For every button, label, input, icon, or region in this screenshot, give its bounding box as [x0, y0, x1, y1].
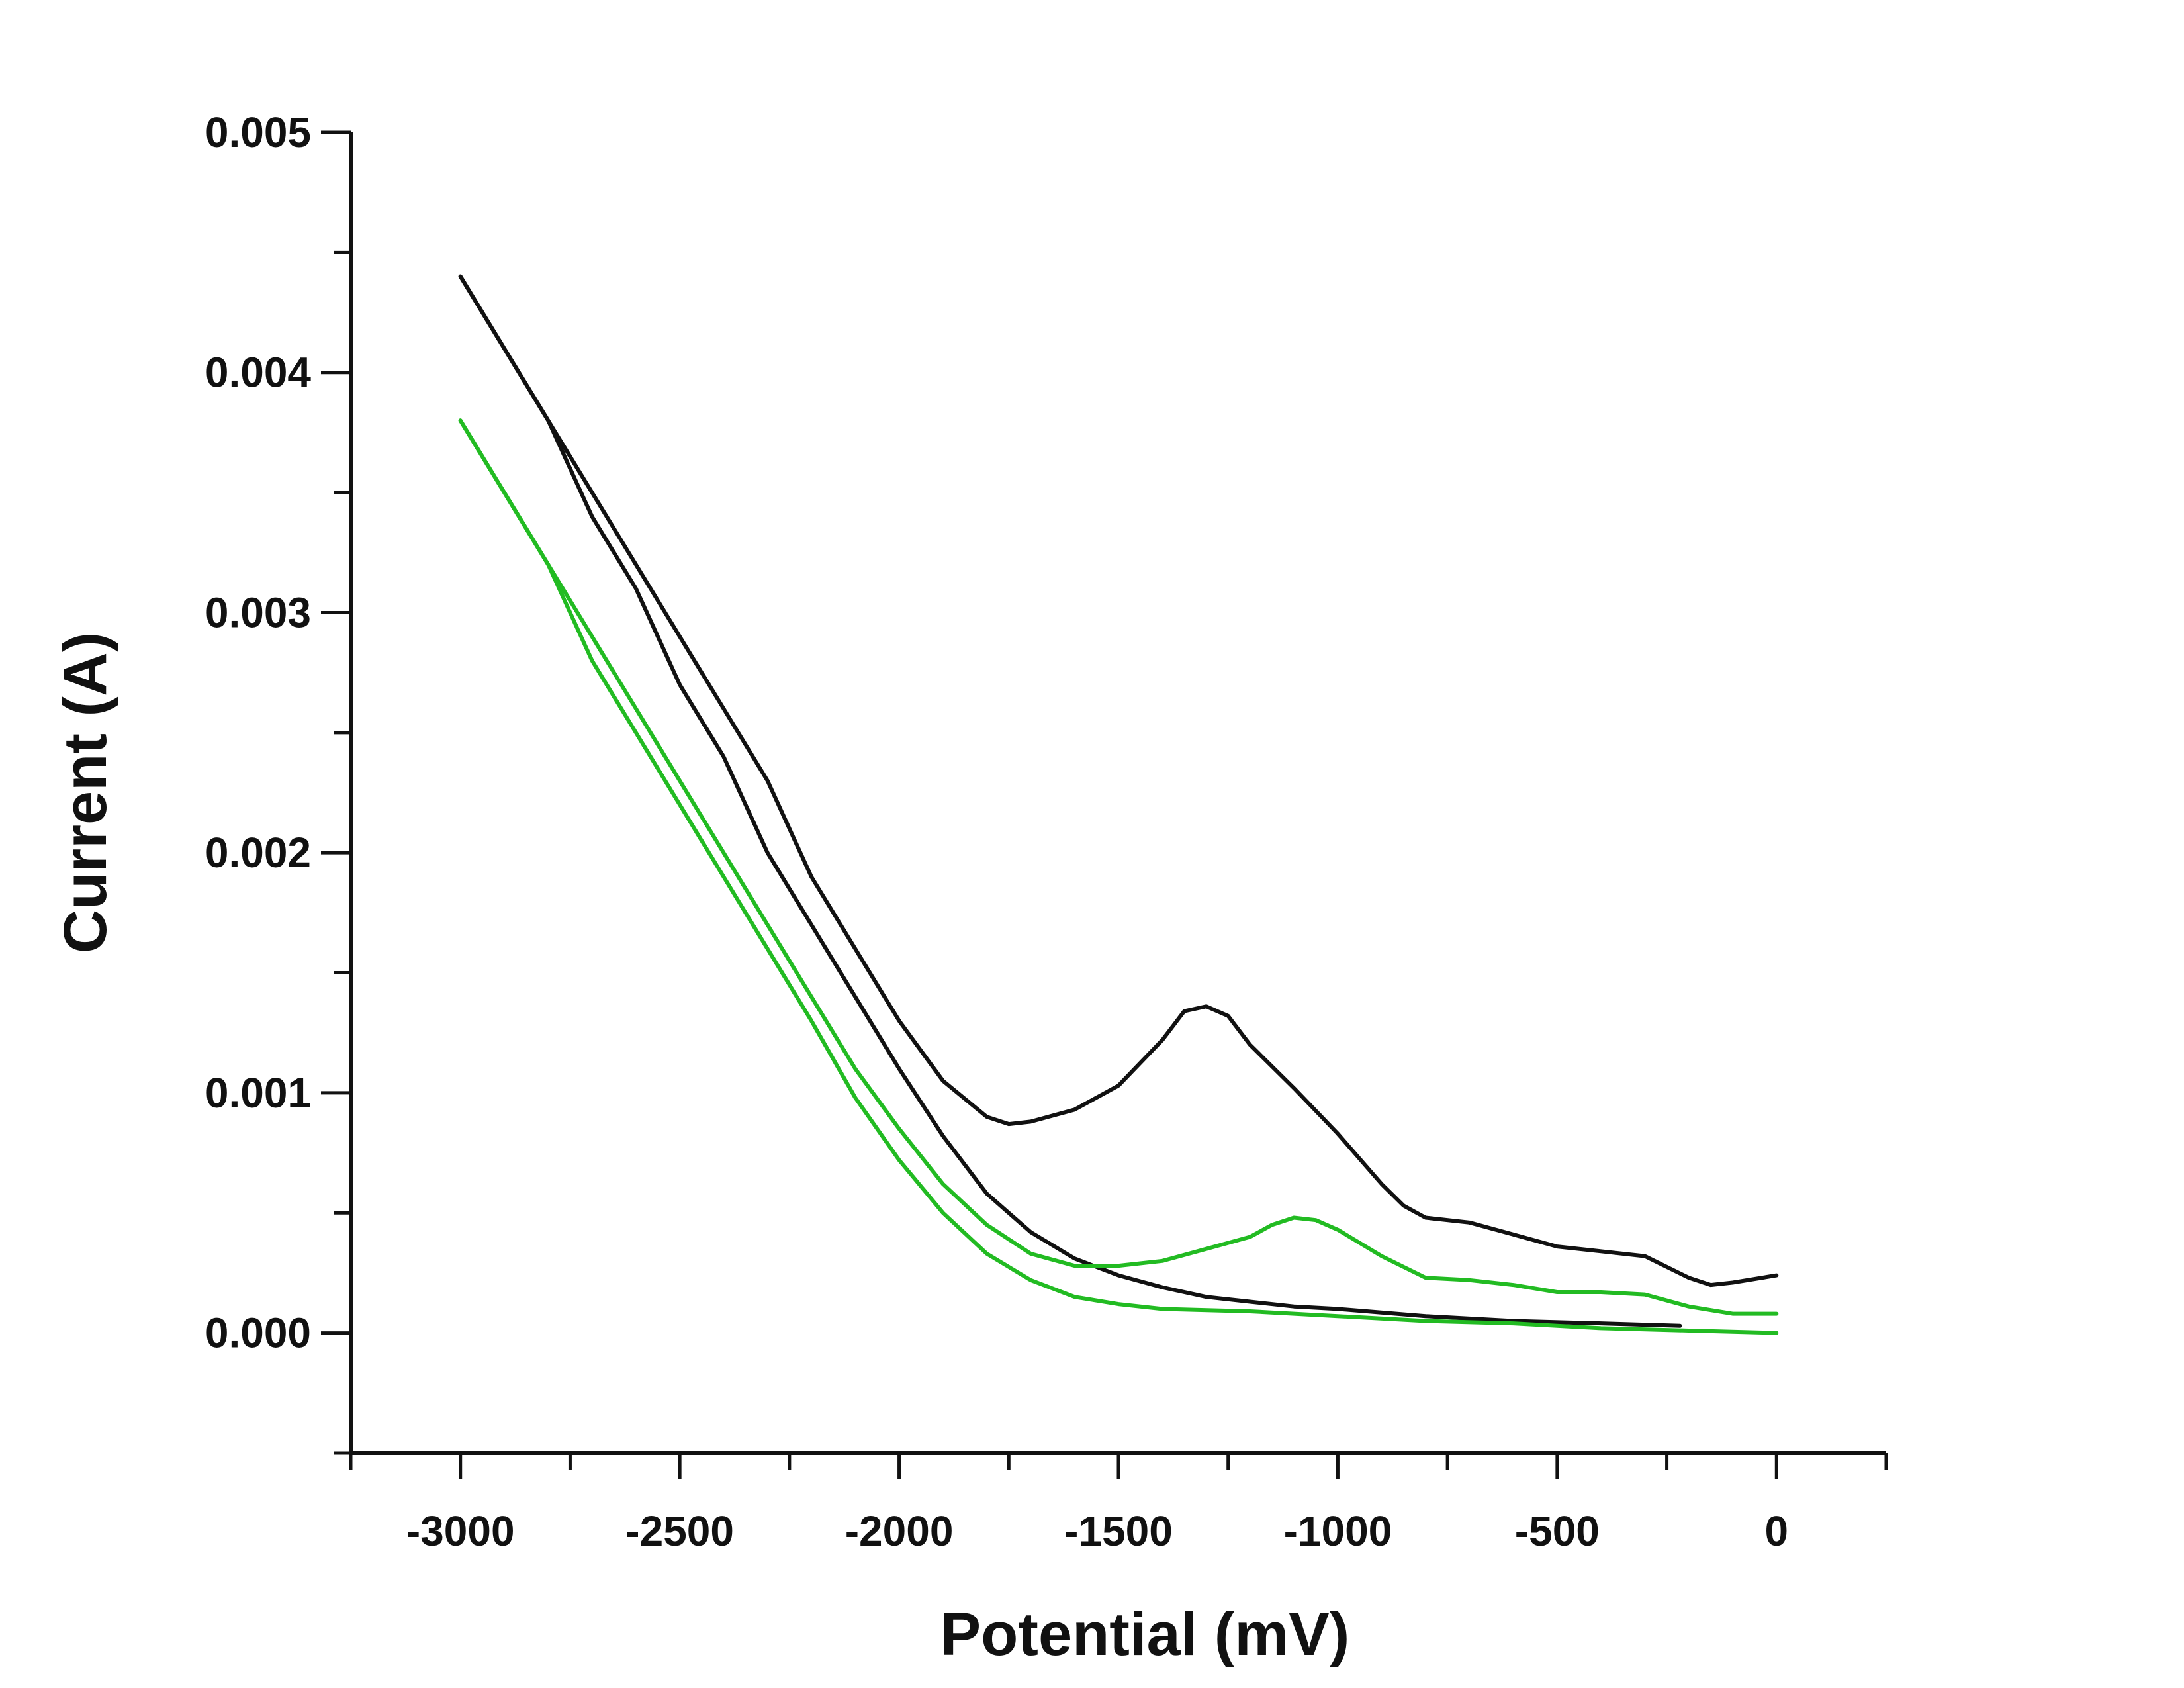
x-tick-label: -2000	[845, 1507, 954, 1555]
x-tick-label: -3000	[406, 1507, 515, 1555]
y-tick-label: 0.003	[205, 588, 311, 636]
series-line-4	[458, 418, 1779, 1335]
x-tick-label: -1000	[1284, 1507, 1392, 1555]
series-line-3	[458, 418, 1779, 1316]
y-ticks: 0.000 0.001 0.002 0.003 0.004 0.005	[205, 109, 351, 1455]
y-tick-label: 0.001	[205, 1069, 311, 1117]
x-axis-title: Potential (mV)	[940, 1601, 1349, 1668]
axes	[349, 132, 1886, 1455]
x-tick-label: -500	[1515, 1507, 1600, 1555]
series-line-1	[458, 274, 1779, 1288]
y-tick-label: 0.002	[205, 829, 311, 876]
series-group	[458, 274, 1779, 1335]
y-tick-label: 0.004	[205, 349, 312, 397]
y-axis-title: Current (A)	[52, 632, 119, 954]
y-tick-label: 0.005	[205, 109, 311, 156]
x-tick-label: 0	[1764, 1507, 1788, 1555]
y-tick-label: 0.000	[205, 1309, 311, 1357]
series-line-2	[458, 274, 1682, 1328]
x-ticks: -3000 -2500 -2000 -1500 -1000 -500 0	[349, 1453, 1888, 1555]
x-tick-label: -1500	[1064, 1507, 1173, 1555]
x-tick-label: -2500	[625, 1507, 734, 1555]
